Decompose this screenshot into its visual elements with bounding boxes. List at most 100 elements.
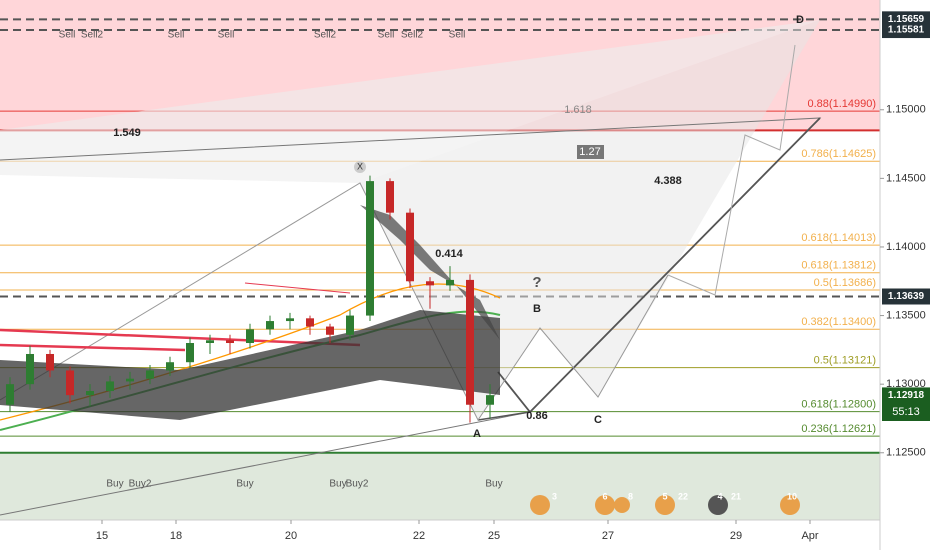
event: 21 [731,491,741,501]
candle-body [286,318,294,322]
annotation: 1.618 [564,104,592,116]
candle-body [446,279,454,286]
annotation: D [796,14,804,26]
candle-body [46,353,54,371]
annotation: A [473,428,481,440]
signal: Buy2 [346,479,369,490]
annotations: 1.549 1.618 1.27 4.388 0.414 ? B 0.86 A … [113,14,804,440]
fib-level-label: 0.618(1.12800) [801,399,876,411]
candle-body [86,391,94,396]
candle-body [386,181,394,213]
annotation: 1.549 [113,127,141,139]
event: 8 [628,491,633,501]
annotation-box [577,145,604,159]
price-label: 1.15659 [888,14,925,25]
annotation: ? [532,274,541,291]
time-axis [0,520,880,550]
candle-body [366,181,374,316]
candle-body [106,381,114,392]
signal: Buy [485,479,502,490]
event: 22 [678,491,688,501]
signal: Sell [378,30,395,41]
y-tick-label: 1.15000 [886,104,926,116]
annotation: C [594,414,602,426]
candle-body [226,340,234,344]
annotation: 0.86 [526,410,547,422]
annotation: 4.388 [654,175,682,187]
countdown-box [882,403,930,421]
point-marker [354,161,366,173]
fib-level-label: 0.5(1.13121) [814,354,876,366]
event: 10 [787,491,797,501]
x-tick-label: 27 [602,530,614,542]
event: 5 [662,491,667,501]
price-axis [880,0,932,550]
fib-level-label: 0.88(1.14990) [808,98,877,110]
candle-body [66,370,74,396]
candle-body [186,343,194,363]
candle-body [486,395,494,405]
fib-level-label: 0.786(1.14625) [801,148,876,160]
y-tick-label: 1.13000 [886,378,926,390]
price-label-box [882,22,930,39]
events: 3 6 8 5 22 4 21 10 [530,491,800,515]
countdown: 55:13 [892,406,920,418]
price-label-box [882,288,930,305]
signal: Sell2 [401,30,424,41]
candle-body [346,315,354,335]
candle-body [426,281,434,286]
signal: Sell [168,30,185,41]
candle-body [306,318,314,327]
y-tick-label: 1.14000 [886,241,926,253]
candle-body [406,212,414,282]
signal: Buy [106,479,123,490]
x-tick-label: 29 [730,530,742,542]
signals: Sell Sell2 Sell Sell Sell2 Sell Sell2 Se… [59,30,503,490]
fib-level-label: 0.382(1.13400) [801,316,876,328]
candle-body [166,362,174,371]
candle-body [326,326,334,335]
x-tick-label: 25 [488,530,500,542]
event: 3 [552,491,557,501]
annotation: B [533,303,541,315]
x-tick-label: 22 [413,530,425,542]
price-label-box [882,387,930,404]
fib-level-label: 0.236(1.12621) [801,423,876,435]
y-tick-label: 1.12500 [886,447,926,459]
x-tick-label: 15 [96,530,108,542]
price-label: 1.15581 [888,25,925,36]
candle-body [266,321,274,330]
signal: Sell [218,30,235,41]
pattern-drawing [0,20,822,516]
candle-body [466,279,474,405]
fib-level-label: 0.618(1.14013) [801,232,876,244]
signal: Buy [236,479,253,490]
signal: Buy2 [129,479,152,490]
y-tick-label: 1.14500 [886,172,926,184]
signal: Sell [59,30,76,41]
event: 6 [602,491,607,501]
fib-level-label: 0.5(1.13686) [814,277,876,289]
signal: Sell [449,30,466,41]
annotation: X [357,161,363,171]
x-tick-label: Apr [801,530,818,542]
candle-body [206,340,214,344]
candle-body [146,370,154,379]
annotation: 1.27 [579,146,600,158]
x-tick-label: 18 [170,530,182,542]
price-label: 1.12918 [888,390,925,401]
candle-body [6,384,14,405]
candle-body [126,378,134,382]
candle-body [246,329,254,344]
signal: Buy [329,479,346,490]
signal: Sell2 [314,30,337,41]
signal: Sell2 [81,30,104,41]
x-tick-label: 20 [285,530,297,542]
fib-level-label: 0.618(1.13812) [801,260,876,272]
y-tick-label: 1.13500 [886,309,926,321]
candle-body [26,353,34,385]
price-label: 1.13639 [888,291,925,302]
event: 4 [717,491,722,501]
annotation: 0.414 [435,248,463,260]
